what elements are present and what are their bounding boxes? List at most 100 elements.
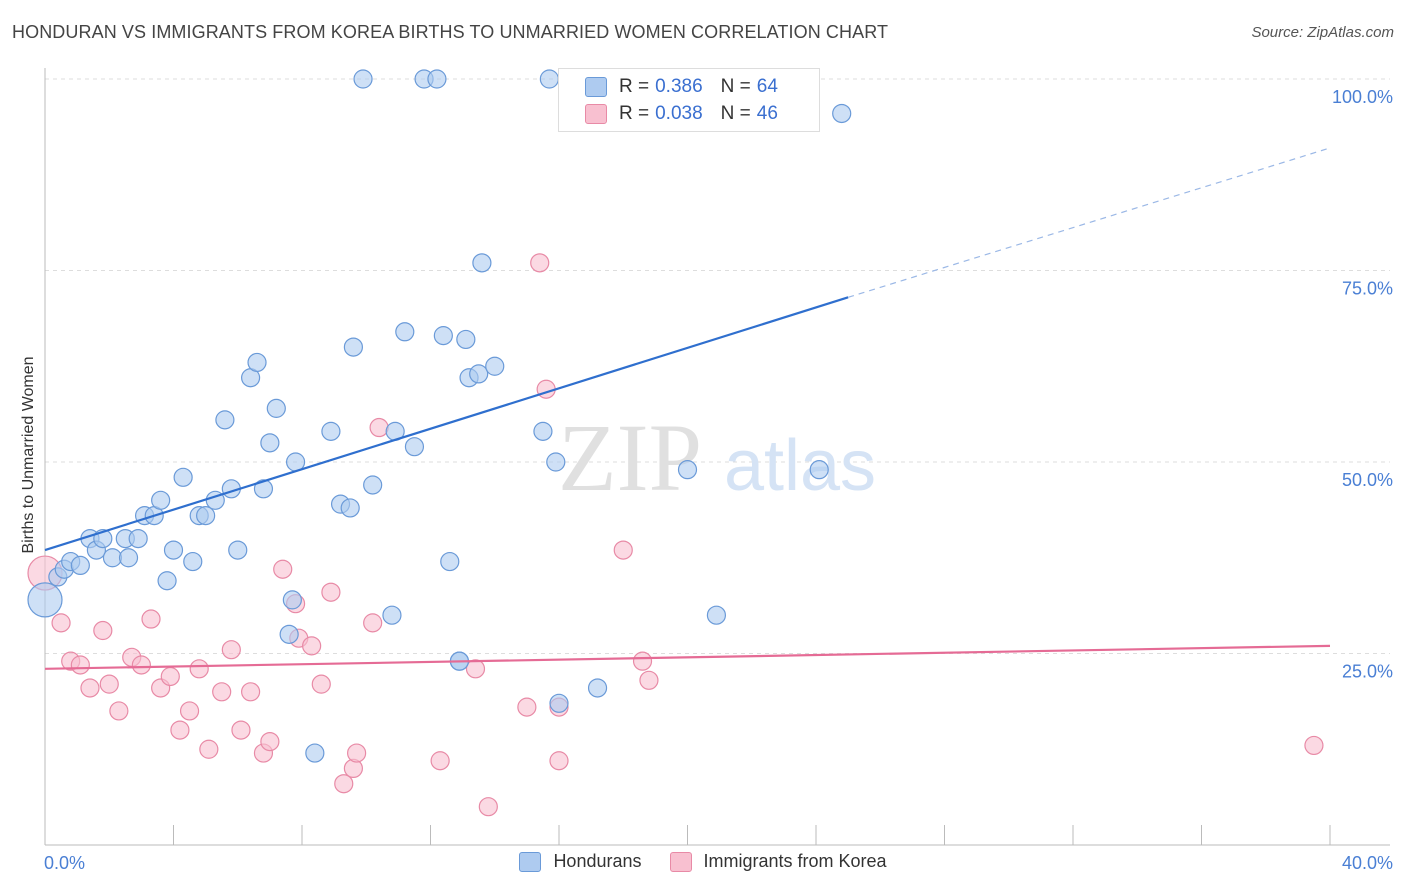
trend-lines [44, 147, 1331, 670]
korea-point [1304, 735, 1324, 756]
korea-trend-line [44, 644, 1331, 670]
honduran-point [340, 498, 360, 518]
hondurans-trend-line [44, 296, 849, 552]
x-tick-label: 40.0% [1342, 853, 1393, 873]
legend-item-hondurans[interactable]: Hondurans [519, 851, 642, 872]
honduran-point [173, 467, 193, 487]
axes [44, 68, 1390, 846]
honduran-point [118, 548, 139, 568]
grid-lines [45, 78, 1390, 654]
watermark-zip: ZIP [558, 404, 702, 511]
korea-point [632, 651, 653, 671]
korea-point [369, 417, 389, 438]
r-label: R = [619, 76, 650, 97]
n-label: N = [720, 76, 751, 97]
honduran-point [353, 69, 373, 89]
stats-legend: R = 0.386 N = 64 R = 0.038 N = 46 [558, 68, 820, 132]
chart-title: HONDURAN VS IMMIGRANTS FROM KOREA BIRTHS… [12, 22, 889, 42]
korea-point [51, 613, 71, 633]
korea-point [212, 682, 232, 702]
hondurans-points [27, 69, 852, 763]
y-tick-label: 100.0% [1332, 87, 1393, 107]
honduran-point [247, 352, 267, 373]
korea-points [27, 253, 1324, 817]
honduran-point [70, 555, 90, 576]
honduran-point [196, 506, 216, 526]
honduran-point [363, 475, 383, 495]
y-tick-label: 50.0% [1342, 470, 1393, 490]
y-axis-label: Births to Unmarried Women [20, 356, 37, 553]
honduran-point [549, 693, 569, 713]
y-tick-label: 75.0% [1342, 279, 1393, 299]
honduran-point [485, 356, 505, 376]
honduran-point [469, 364, 489, 384]
honduran-point [440, 551, 460, 572]
honduran-point [183, 551, 203, 572]
honduran-point [427, 69, 447, 89]
honduran-point [343, 337, 363, 357]
honduran-point [102, 548, 123, 568]
honduran-point [321, 421, 341, 441]
honduran-point [677, 460, 698, 480]
honduran-point [128, 528, 148, 549]
honduran-point [533, 421, 553, 441]
korea-point [241, 682, 261, 702]
honduran-point [228, 540, 248, 560]
honduran-point [706, 605, 727, 625]
honduran-point [253, 479, 274, 499]
honduran-point [151, 490, 171, 510]
n-value: 64 [756, 76, 778, 97]
korea-point [430, 751, 450, 771]
honduran-point [305, 743, 325, 763]
r-label: R = [619, 103, 650, 124]
honduran-point [215, 410, 235, 430]
honduran-point [456, 329, 476, 350]
korea-point [170, 720, 190, 740]
r-value: 0.038 [655, 103, 703, 124]
honduran-point [832, 103, 852, 124]
honduran-point [282, 590, 302, 610]
hondurans-trend-extension [847, 147, 1331, 298]
korea-point [93, 620, 113, 641]
korea-point [321, 582, 341, 602]
korea-point [613, 540, 633, 560]
korea-point [221, 640, 241, 660]
korea-point [302, 636, 322, 656]
hondurans-swatch [519, 851, 542, 872]
korea-point [160, 666, 180, 687]
honduran-point [395, 322, 415, 342]
watermark-atlas: atlas [724, 426, 876, 506]
n-label: N = [720, 103, 751, 124]
korea-point [273, 559, 293, 579]
korea-point [517, 697, 537, 717]
korea-point [131, 655, 151, 675]
honduran-point [279, 624, 299, 644]
honduran-point [809, 460, 829, 480]
korea-point [347, 743, 367, 763]
honduran-point [266, 398, 286, 418]
korea-point [260, 731, 280, 752]
korea-point [530, 253, 550, 273]
honduran-point [260, 433, 280, 453]
korea-point [334, 774, 354, 794]
legend-label-hondurans: Hondurans [553, 851, 642, 871]
legend-item-korea[interactable]: Immigrants from Korea [669, 851, 887, 872]
honduran-point [587, 678, 608, 698]
korea-swatch [585, 104, 607, 124]
axis-labels: 25.0% 50.0% 75.0% 100.0% 0.0% 40.0% [44, 87, 1393, 873]
hondurans-swatch [585, 77, 607, 97]
korea-point [199, 739, 219, 759]
korea-point [179, 701, 200, 721]
korea-point [99, 674, 119, 694]
korea-point [189, 659, 209, 679]
korea-point [639, 670, 659, 690]
korea-point [549, 751, 569, 771]
x-tick-label: 0.0% [44, 853, 85, 873]
series-legend: Hondurans Immigrants from Korea [0, 851, 1406, 872]
legend-row-hondurans: R = 0.386 N = 64 [585, 74, 796, 100]
korea-point [465, 659, 486, 679]
honduran-point [539, 69, 559, 89]
honduran-point [27, 582, 63, 618]
y-tick-label: 25.0% [1342, 662, 1393, 682]
